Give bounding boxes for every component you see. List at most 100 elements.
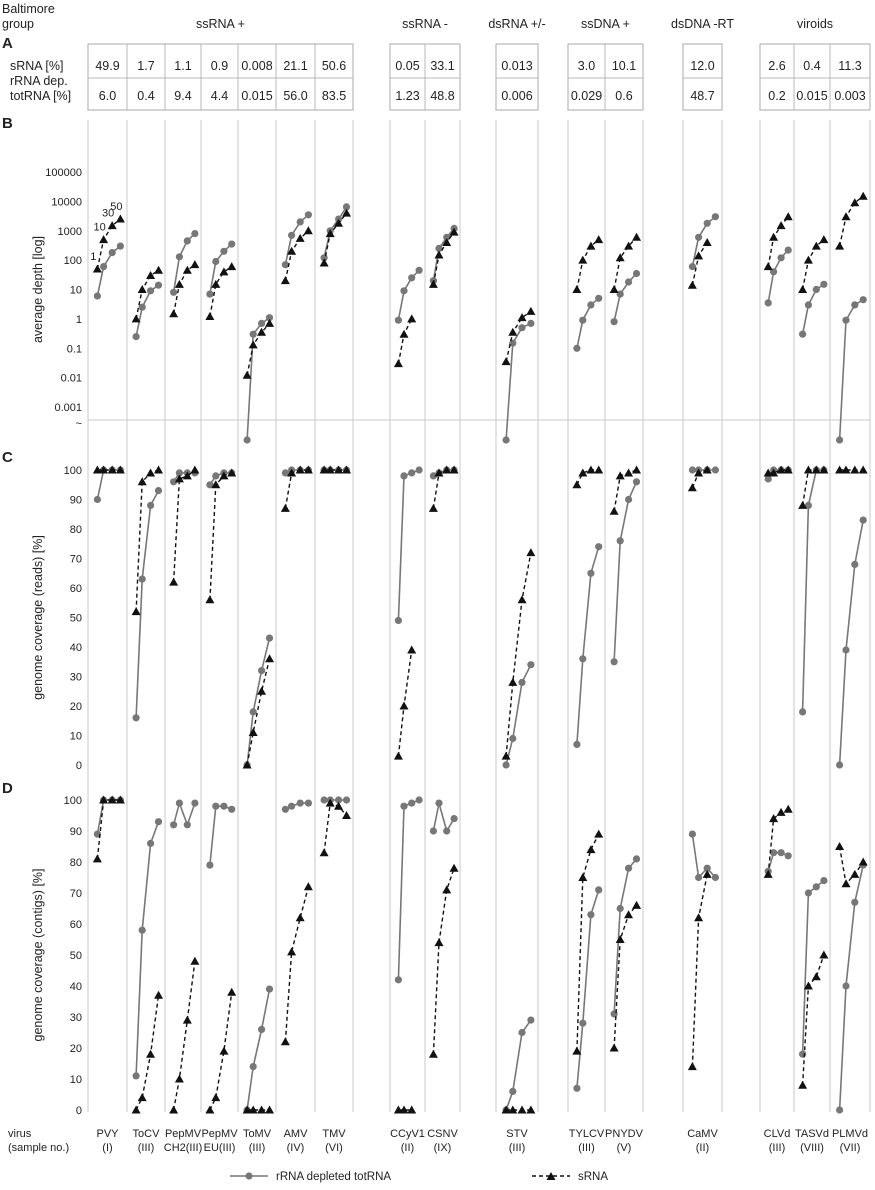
series-line (397, 318, 413, 364)
data-point (518, 678, 526, 687)
data-point (777, 254, 785, 262)
series-line (576, 239, 600, 290)
data-point (258, 667, 266, 675)
data-point (132, 714, 140, 722)
data-point (851, 898, 859, 906)
data-point (400, 802, 408, 810)
panel-c: C 0 10 20 30 40 50 60 70 80 90 100 genome coverage (… (2, 449, 868, 772)
group-label: ssRNA - (402, 17, 448, 31)
data-point (776, 465, 786, 474)
table-cell-totrna: 0.6 (615, 89, 632, 103)
data-point (242, 370, 252, 379)
data-point (304, 799, 312, 807)
data-point (265, 318, 275, 327)
data-point (509, 339, 517, 347)
data-point (175, 799, 183, 807)
panel-letter-d: D (2, 780, 13, 797)
virus-group: (IX) (434, 1142, 452, 1154)
data-point (769, 814, 779, 823)
data-point (688, 263, 697, 271)
sample-size-label: 50 (110, 201, 122, 213)
data-point (526, 1105, 536, 1114)
y-tick-label: 30 (70, 672, 82, 684)
table-cell-srna: 49.9 (95, 59, 119, 73)
y-tick-label: 10 (70, 1074, 82, 1086)
data-point (798, 285, 808, 293)
data-point (442, 237, 452, 246)
data-point (303, 465, 313, 474)
data-point (695, 233, 703, 241)
data-point (508, 677, 518, 686)
y-tick-label: 60 (70, 583, 82, 595)
series-line (135, 269, 159, 320)
series-line (838, 864, 864, 1111)
data-point (763, 869, 773, 878)
legend-srna-marker (546, 1172, 556, 1180)
table-cell-totrna: 0.2 (768, 89, 785, 103)
data-point (573, 740, 581, 749)
data-point (107, 221, 117, 230)
sample-size-label: 30 (102, 208, 114, 220)
data-point (325, 465, 335, 474)
series-line (246, 317, 270, 441)
data-point (518, 324, 526, 332)
series-line (768, 469, 789, 474)
data-point (764, 475, 772, 483)
data-point (711, 466, 720, 474)
data-point (400, 472, 408, 480)
legend-srna-label: sRNA (578, 1171, 608, 1183)
series-line (838, 519, 864, 766)
virus-name: TMV (322, 1128, 346, 1140)
y-axis-title: average depth [log] (31, 236, 45, 343)
virus-group: (VII) (840, 1142, 861, 1154)
y-tick-label: 0.001 (54, 402, 82, 414)
data-point (146, 468, 156, 477)
data-point (502, 761, 510, 769)
data-point (632, 478, 641, 486)
series-line (613, 481, 638, 662)
y-tick-label: 80 (70, 857, 82, 869)
data-point (242, 1105, 252, 1114)
data-point (573, 1084, 581, 1092)
series-srna (92, 191, 868, 379)
data-point (219, 1046, 229, 1055)
y-axis-title: genome coverage (reads) [%] (31, 535, 45, 700)
data-point (287, 246, 297, 255)
data-point (335, 796, 343, 804)
sample-size-label: 10 (93, 222, 105, 234)
data-point (428, 1049, 438, 1058)
y-tick-label: 100 (64, 255, 82, 267)
data-point (586, 845, 596, 854)
data-point (435, 799, 443, 807)
series-line (397, 799, 420, 980)
series-line (838, 299, 864, 441)
data-point (265, 985, 274, 993)
data-point (319, 258, 329, 267)
data-point (579, 316, 587, 324)
data-point (842, 982, 850, 990)
data-point (205, 312, 215, 321)
data-point (594, 235, 604, 244)
data-point (804, 301, 813, 309)
data-point (632, 465, 642, 474)
group-label: viroids (797, 17, 833, 31)
data-point (586, 465, 596, 474)
data-point (850, 198, 860, 207)
table-cell-srna: 12.0 (690, 59, 714, 73)
data-point (146, 1049, 156, 1058)
data-point (625, 864, 633, 872)
table-cell-srna: 1.1 (174, 59, 191, 73)
series-line (135, 469, 159, 612)
data-point (695, 873, 703, 882)
data-point (334, 801, 344, 810)
data-point (858, 191, 868, 200)
series-line (96, 469, 121, 500)
data-point (205, 1105, 215, 1114)
data-point (703, 219, 711, 227)
table-cell-srna: 0.4 (803, 59, 820, 73)
data-point (573, 344, 581, 352)
data-point (811, 465, 821, 474)
virus-group: (II) (401, 1142, 414, 1154)
data-point (819, 465, 829, 474)
data-point (399, 1105, 409, 1114)
